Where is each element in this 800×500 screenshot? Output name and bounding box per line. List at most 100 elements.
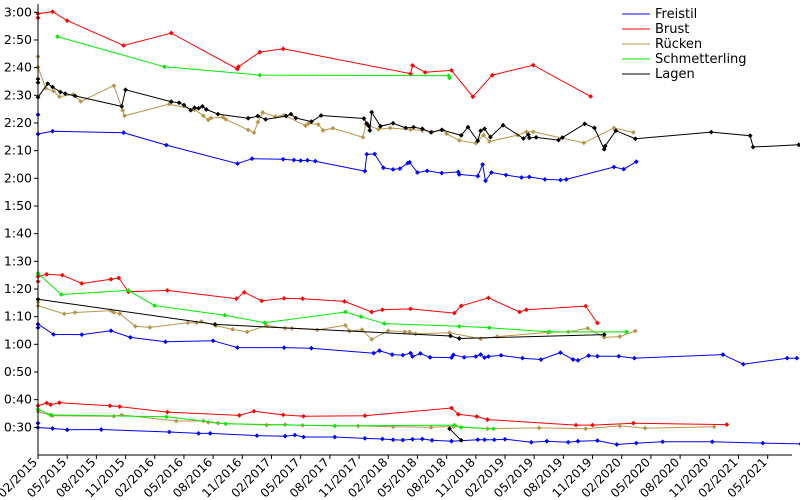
data-point bbox=[794, 355, 800, 361]
legend-item: Freistil bbox=[622, 7, 697, 22]
data-point bbox=[57, 400, 62, 406]
data-point bbox=[128, 335, 133, 340]
data-point bbox=[255, 113, 261, 119]
data-point bbox=[556, 137, 561, 143]
data-point bbox=[281, 295, 287, 301]
data-point bbox=[613, 128, 619, 134]
data-point bbox=[428, 129, 434, 135]
data-point bbox=[330, 125, 336, 131]
data-point bbox=[314, 327, 320, 333]
data-point bbox=[390, 424, 396, 430]
data-point bbox=[439, 127, 445, 133]
data-point bbox=[306, 121, 311, 126]
data-point bbox=[478, 352, 484, 357]
data-point bbox=[362, 413, 368, 419]
y-tick-label: 2:20 bbox=[4, 115, 32, 130]
data-point bbox=[164, 409, 170, 415]
data-point bbox=[389, 352, 395, 357]
data-point bbox=[458, 437, 464, 443]
data-point bbox=[448, 333, 453, 339]
data-point bbox=[223, 421, 229, 427]
data-point bbox=[632, 328, 638, 334]
data-point bbox=[521, 136, 526, 141]
data-point bbox=[498, 352, 504, 358]
data-point bbox=[488, 134, 493, 140]
data-point bbox=[449, 355, 454, 361]
data-point bbox=[200, 113, 206, 119]
series-brust-100m bbox=[35, 271, 600, 326]
y-tick-label: 1:10 bbox=[4, 309, 32, 324]
data-point bbox=[223, 116, 229, 122]
data-point bbox=[362, 168, 368, 174]
data-point bbox=[536, 425, 542, 431]
data-point bbox=[455, 411, 461, 417]
data-point bbox=[61, 311, 67, 317]
data-point bbox=[419, 436, 425, 442]
data-point bbox=[342, 299, 347, 304]
data-point bbox=[517, 309, 522, 315]
data-point bbox=[617, 334, 623, 339]
data-point bbox=[57, 94, 62, 100]
data-point bbox=[482, 355, 487, 361]
data-point bbox=[280, 46, 286, 52]
data-point bbox=[293, 115, 299, 121]
series-lagen-50m bbox=[447, 426, 464, 443]
data-point bbox=[621, 166, 627, 172]
data-point bbox=[264, 323, 270, 328]
data-point bbox=[631, 355, 637, 361]
data-point bbox=[312, 158, 318, 164]
data-point bbox=[616, 353, 622, 359]
legend-label: Schmetterling bbox=[655, 52, 747, 67]
data-point bbox=[44, 400, 50, 406]
data-point bbox=[48, 402, 54, 408]
data-point bbox=[387, 125, 393, 131]
series-freistil-50m bbox=[35, 420, 800, 447]
data-point bbox=[50, 9, 55, 15]
data-point bbox=[487, 325, 492, 331]
data-point bbox=[519, 175, 524, 180]
y-tick-label: 2:10 bbox=[4, 143, 32, 158]
data-point bbox=[98, 427, 104, 432]
data-point bbox=[44, 271, 50, 277]
data-point bbox=[234, 296, 239, 302]
data-point bbox=[422, 69, 428, 75]
legend-item: Lagen bbox=[622, 67, 695, 82]
data-point bbox=[111, 83, 117, 89]
data-point bbox=[305, 157, 310, 163]
data-point bbox=[473, 354, 479, 359]
data-point bbox=[59, 272, 65, 278]
data-point bbox=[547, 329, 553, 335]
y-tick-label: 2:40 bbox=[4, 60, 32, 75]
data-point bbox=[64, 427, 70, 433]
data-point bbox=[361, 116, 367, 121]
data-point bbox=[614, 442, 620, 447]
data-point bbox=[70, 92, 76, 97]
data-point bbox=[602, 143, 608, 149]
series-line bbox=[37, 11, 591, 98]
data-point bbox=[362, 435, 368, 441]
data-point bbox=[449, 68, 454, 73]
data-point bbox=[487, 139, 492, 144]
data-point bbox=[263, 116, 269, 122]
data-point bbox=[397, 166, 403, 172]
data-point bbox=[185, 320, 191, 326]
data-point bbox=[400, 352, 406, 358]
data-point bbox=[595, 320, 600, 326]
data-point bbox=[364, 151, 370, 157]
data-point bbox=[255, 119, 261, 125]
data-point bbox=[480, 162, 486, 167]
data-point bbox=[164, 142, 169, 148]
data-point bbox=[369, 309, 375, 315]
data-point bbox=[390, 167, 396, 172]
data-point bbox=[168, 99, 174, 105]
data-point bbox=[119, 103, 125, 109]
data-point bbox=[215, 111, 221, 117]
data-point bbox=[257, 72, 263, 78]
data-point bbox=[582, 121, 588, 127]
data-point bbox=[475, 138, 481, 144]
data-point bbox=[429, 437, 435, 443]
data-point bbox=[117, 404, 123, 409]
data-point bbox=[208, 115, 214, 121]
series-freistil-100m bbox=[35, 321, 800, 367]
data-point bbox=[236, 64, 241, 70]
